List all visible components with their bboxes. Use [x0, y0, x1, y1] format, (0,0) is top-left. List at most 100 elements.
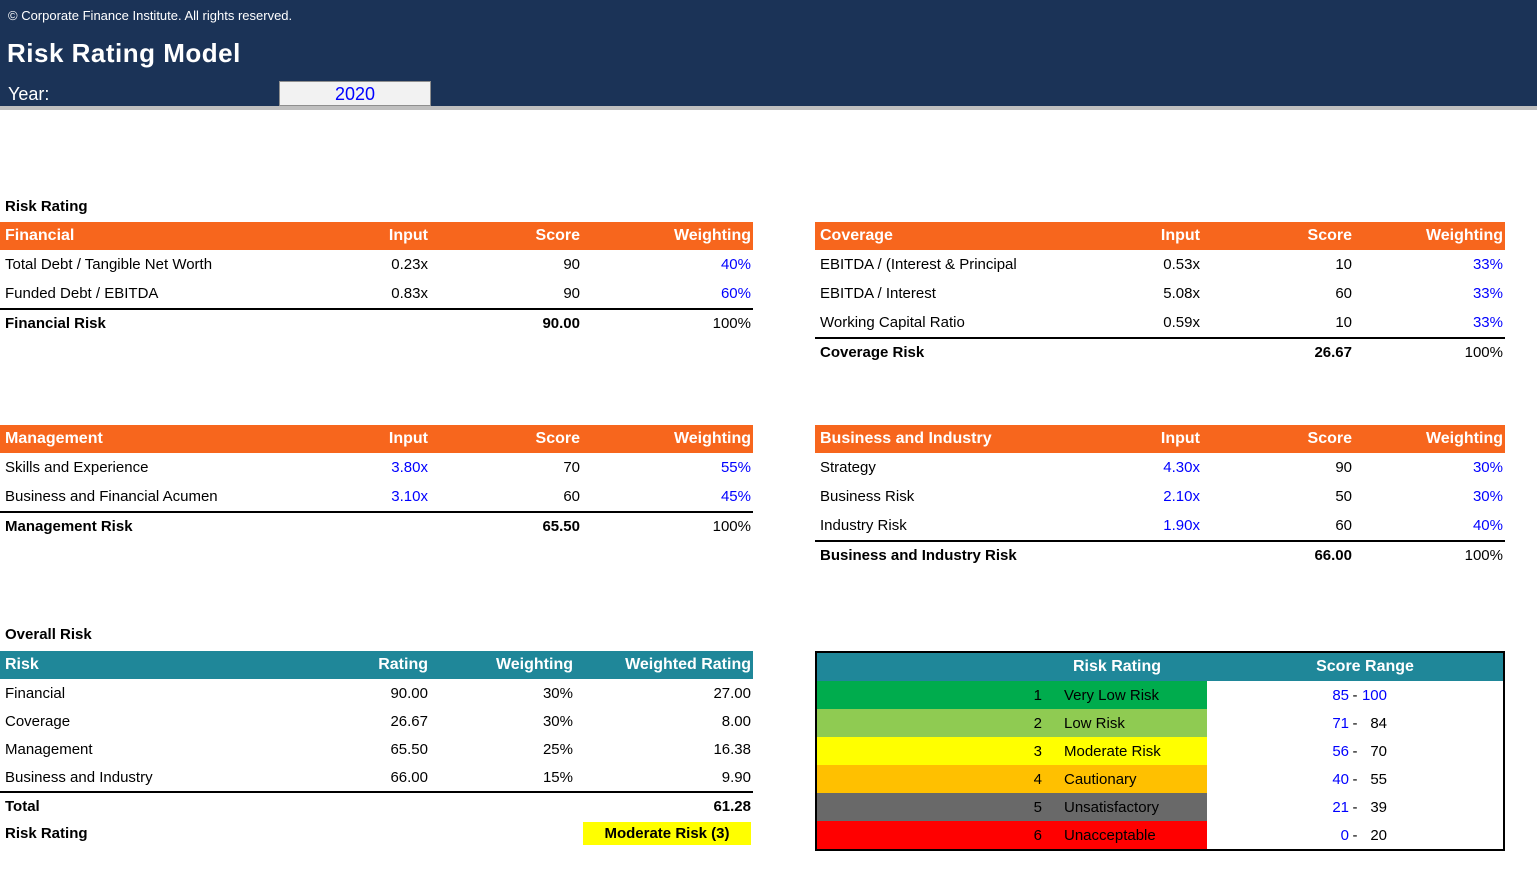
- col-header-input: Input: [1160, 430, 1200, 447]
- score-range-high: 20: [1370, 826, 1387, 844]
- weighting-cell[interactable]: 45%: [720, 488, 751, 505]
- table-row: Business and Financial Acumen 3.10x 60 45%: [0, 482, 753, 511]
- banner-divider: [0, 106, 1537, 110]
- weighting-cell[interactable]: 33%: [1472, 256, 1503, 273]
- total-value-cell: 61.28: [713, 797, 751, 815]
- table-row: Working Capital Ratio 0.59x 10 33%: [815, 308, 1505, 337]
- col-header-input: Input: [388, 227, 428, 244]
- total-score-cell: 65.50: [542, 518, 580, 535]
- table-header-row: Risk Rating Weighting Weighted Rating: [0, 651, 753, 679]
- table-title: Management: [5, 430, 103, 447]
- table-row: Industry Risk 1.90x 60 40%: [815, 511, 1505, 540]
- legend-row: 6 Unacceptable 0-20: [817, 821, 1503, 849]
- row-label: Funded Debt / EBITDA: [5, 285, 159, 302]
- score-range-high: 70: [1370, 742, 1387, 760]
- score-range-high[interactable]: 100: [1361, 686, 1387, 704]
- col-header-weighting: Weighting: [673, 430, 751, 447]
- overall-risk-section-label: Overall Risk: [5, 626, 92, 643]
- table-row: EBITDA / (Interest & Principal 0.53x 10 33%: [815, 250, 1505, 279]
- table-row: Total Debt / Tangible Net Worth 0.23x 90 40…: [0, 250, 753, 279]
- weighting-cell: 25%: [542, 740, 573, 758]
- table-header-row: Business and Industry Input Score Weighting: [815, 425, 1505, 453]
- table-total-row: Management Risk 65.50 100%: [0, 511, 753, 540]
- score-range-low[interactable]: 71: [1332, 714, 1349, 732]
- table-header-row: Management Input Score Weighting: [0, 425, 753, 453]
- legend-color-cell: 6 Unacceptable: [817, 821, 1207, 849]
- legend-rank-number: 6: [1033, 826, 1042, 844]
- row-label: Strategy: [820, 459, 876, 476]
- table-row: Business Risk 2.10x 50 30%: [815, 482, 1505, 511]
- weighting-cell: 30%: [542, 684, 573, 702]
- weighting-cell[interactable]: 33%: [1472, 314, 1503, 331]
- weighting-cell[interactable]: 40%: [1472, 517, 1503, 534]
- legend-risk-label: Unacceptable: [1064, 826, 1156, 844]
- table-row: Skills and Experience 3.80x 70 55%: [0, 453, 753, 482]
- weighting-cell[interactable]: 40%: [720, 256, 751, 273]
- year-label: Year:: [8, 84, 50, 104]
- weighting-cell[interactable]: 60%: [720, 285, 751, 302]
- col-header-weighted-rating: Weighted Rating: [625, 656, 751, 673]
- input-cell[interactable]: 3.80x: [391, 459, 428, 476]
- score-range-low[interactable]: 56: [1332, 742, 1349, 760]
- legend-row: 5 Unsatisfactory 21-39: [817, 793, 1503, 821]
- table-row: EBITDA / Interest 5.08x 60 33%: [815, 279, 1505, 308]
- col-header-weighting: Weighting: [1425, 227, 1503, 244]
- table-row: Funded Debt / EBITDA 0.83x 90 60%: [0, 279, 753, 308]
- coverage-table: Coverage Input Score Weighting EBITDA / (Int…: [815, 222, 1505, 366]
- input-cell[interactable]: 2.10x: [1163, 488, 1200, 505]
- risk-rating-result-label: Risk Rating: [5, 824, 88, 842]
- score-range-low[interactable]: 40: [1332, 770, 1349, 788]
- score-cell: 90: [563, 285, 580, 302]
- year-input[interactable]: 2020: [279, 81, 431, 106]
- table-total-row: Coverage Risk 26.67 100%: [815, 337, 1505, 366]
- input-cell[interactable]: 4.30x: [1163, 459, 1200, 476]
- legend-rank-number: 4: [1033, 770, 1042, 788]
- table-row: Financial 90.00 30% 27.00: [0, 679, 753, 707]
- input-cell: 0.59x: [1163, 314, 1200, 331]
- row-label: Business Risk: [820, 488, 915, 505]
- score-range-dash: -: [1352, 826, 1358, 844]
- legend-row: 2 Low Risk 71-84: [817, 709, 1503, 737]
- total-weighting-cell: 100%: [1464, 547, 1503, 564]
- legend-row: 4 Cautionary 40-55: [817, 765, 1503, 793]
- table-title: Business and Industry: [820, 430, 992, 447]
- col-header-score: Score: [1307, 227, 1352, 244]
- weighting-cell[interactable]: 30%: [1472, 488, 1503, 505]
- legend-color-cell: 5 Unsatisfactory: [817, 793, 1207, 821]
- weighting-cell[interactable]: 30%: [1472, 459, 1503, 476]
- total-weighting-cell: 100%: [1464, 344, 1503, 361]
- score-range-low[interactable]: 85: [1332, 686, 1349, 704]
- score-range-low[interactable]: 0: [1340, 826, 1349, 844]
- score-cell: 90: [563, 256, 580, 273]
- score-range-dash: -: [1352, 770, 1358, 788]
- legend-risk-label: Low Risk: [1064, 714, 1125, 732]
- input-cell[interactable]: 3.10x: [391, 488, 428, 505]
- legend-rank-number: 5: [1033, 798, 1042, 816]
- legend-score-range-cell: 71-84: [1207, 709, 1503, 737]
- score-range-low[interactable]: 21: [1332, 798, 1349, 816]
- weighting-cell: 15%: [542, 768, 573, 786]
- weighting-cell[interactable]: 33%: [1472, 285, 1503, 302]
- legend-score-range-cell: 21-39: [1207, 793, 1503, 821]
- col-header-score: Score: [535, 430, 580, 447]
- input-cell[interactable]: 1.90x: [1163, 517, 1200, 534]
- score-cell: 60: [1335, 285, 1352, 302]
- table-header-row: Financial Input Score Weighting: [0, 222, 753, 250]
- score-cell: 70: [563, 459, 580, 476]
- score-range-high: 55: [1370, 770, 1387, 788]
- total-weighting-cell: 100%: [712, 518, 751, 535]
- total-score-cell: 26.67: [1314, 344, 1352, 361]
- table-total-row: Financial Risk 90.00 100%: [0, 308, 753, 337]
- risk-rating-legend-table: Risk Rating Score Range 1 Very Low Risk 85-1…: [815, 651, 1505, 851]
- input-cell: 0.83x: [391, 285, 428, 302]
- col-header-score: Score: [535, 227, 580, 244]
- legend-header-row: Risk Rating Score Range: [817, 653, 1503, 681]
- legend-color-cell: 3 Moderate Risk: [817, 737, 1207, 765]
- table-title: Financial: [5, 227, 75, 244]
- weighting-cell[interactable]: 55%: [720, 459, 751, 476]
- copyright-text: © Corporate Finance Institute. All right…: [8, 8, 293, 23]
- weighted-rating-cell: 27.00: [713, 684, 751, 702]
- score-cell: 50: [1335, 488, 1352, 505]
- total-score-cell: 90.00: [542, 315, 580, 332]
